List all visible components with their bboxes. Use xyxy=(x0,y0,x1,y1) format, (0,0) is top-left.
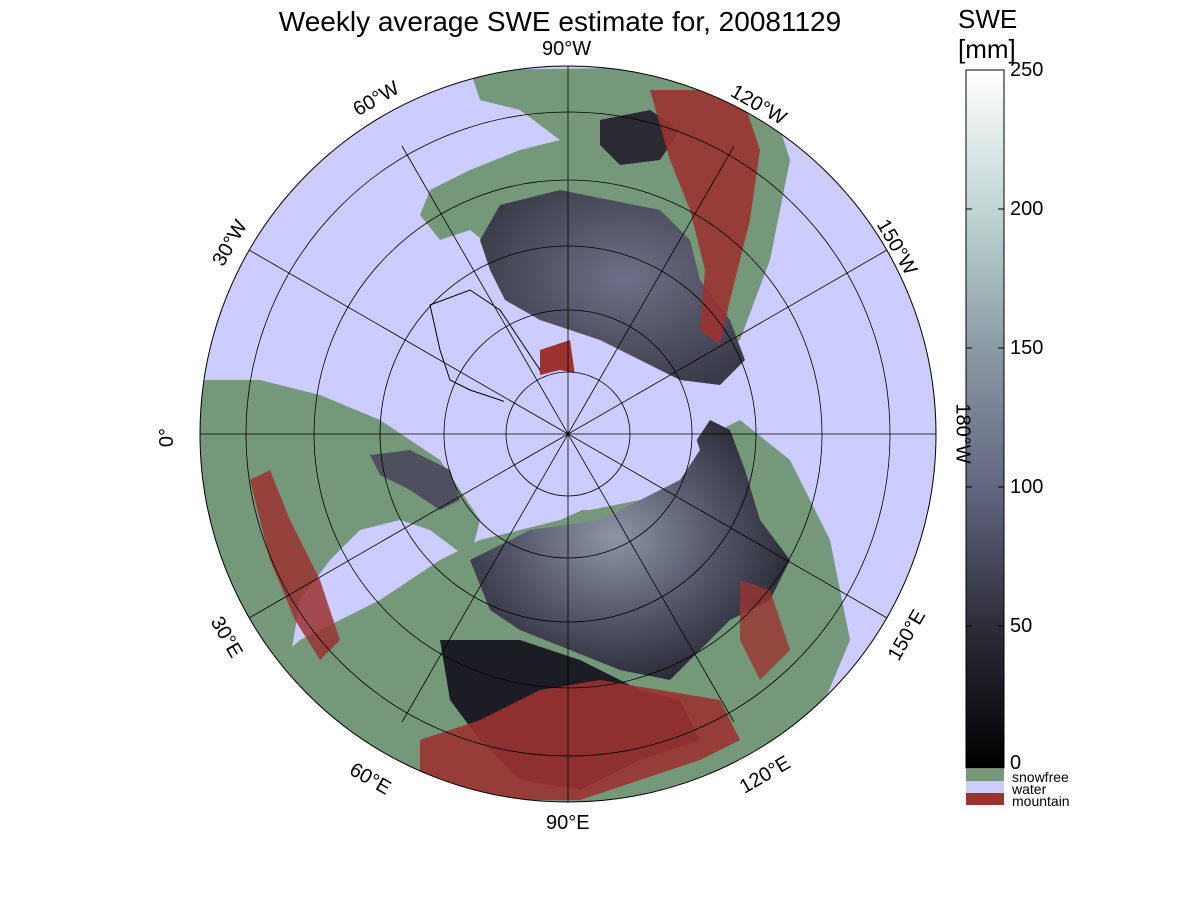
colorbar-tick-200: 200 xyxy=(1010,198,1044,220)
legend-swatch-snowfree xyxy=(966,769,1004,781)
lon-label-180w: 180°W xyxy=(951,403,974,464)
colorbar-tick-150: 150 xyxy=(1010,337,1044,359)
scandinavia-snow xyxy=(370,450,460,510)
colorbar-tick-0: 0 xyxy=(1010,752,1022,774)
graticule xyxy=(200,66,936,802)
european-mountain xyxy=(250,470,340,660)
colorbar xyxy=(965,69,1005,769)
colorbar-title-line1: SWE xyxy=(958,4,1018,34)
lon-label-90e: 90°E xyxy=(546,812,590,834)
map-frame xyxy=(199,65,937,803)
siberia-snow xyxy=(470,420,790,680)
north-america-snow xyxy=(480,190,745,385)
legend-swatch-water xyxy=(966,781,1004,793)
legend-swatch-mountain xyxy=(966,793,1004,805)
colorbar-title-line2: [mm] xyxy=(958,34,1016,64)
rockies-mountain xyxy=(650,90,760,345)
asia-mountain xyxy=(420,680,740,800)
legend-label-mountain: mountain xyxy=(1012,793,1070,809)
east-asia-mountain xyxy=(740,580,790,680)
legend-label-water: water xyxy=(1012,781,1047,797)
colorbar-title: SWE [mm] xyxy=(958,4,1017,64)
lon-label-90w: 90°W xyxy=(542,38,592,60)
lon-label-0: 0° xyxy=(156,427,179,448)
colorbar-tick-100: 100 xyxy=(1010,476,1044,498)
legend-label-snowfree: snowfree xyxy=(1012,769,1069,785)
map-title: Weekly average SWE estimate for, 2008112… xyxy=(278,6,842,37)
colorbar-tick-50: 50 xyxy=(1010,615,1033,637)
colorbar-ticks xyxy=(966,69,1004,627)
colorbar-tick-250: 250 xyxy=(1010,59,1044,81)
arctic-ocean xyxy=(480,370,700,510)
